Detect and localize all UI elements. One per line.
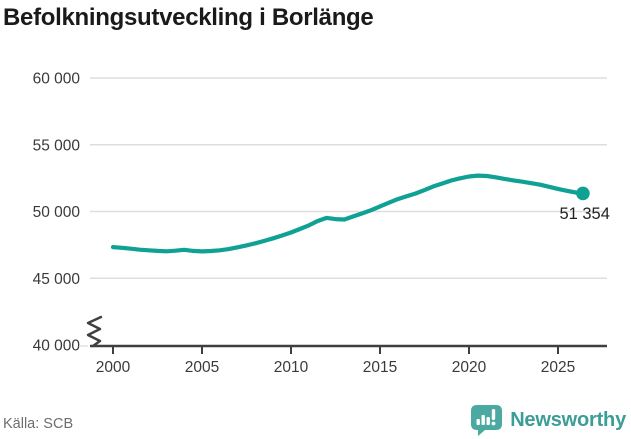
page-title: Befolkningsutveckling i Borlänge <box>3 4 374 31</box>
x-axis-tick-label: 2020 <box>452 359 487 376</box>
y-axis-tick-label: 60 000 <box>33 71 81 88</box>
x-axis-tick-label: 2015 <box>363 359 397 376</box>
population-line-series <box>110 173 586 254</box>
source-label: Källa: SCB <box>3 416 74 432</box>
x-axis-tick-label: 2000 <box>96 359 131 376</box>
x-axis-tick-label: 2025 <box>541 359 575 376</box>
y-axis-tick-label: 40 000 <box>33 338 81 355</box>
newsworthy-logo-text: Newsworthy <box>510 409 626 431</box>
newsworthy-logo-icon <box>471 405 503 436</box>
y-axis-tick-label: 55 000 <box>33 137 81 154</box>
y-axis-break-icon <box>86 315 103 348</box>
x-axis-tick-label: 2005 <box>185 359 219 376</box>
newsworthy-logo: Newsworthy <box>470 404 626 437</box>
end-point-marker <box>576 186 590 201</box>
y-axis-tick-label: 45 000 <box>33 271 81 288</box>
end-value-label: 51 354 <box>559 205 609 223</box>
y-axis-tick-label: 50 000 <box>33 204 81 221</box>
x-axis-tick-label: 2010 <box>274 359 309 376</box>
